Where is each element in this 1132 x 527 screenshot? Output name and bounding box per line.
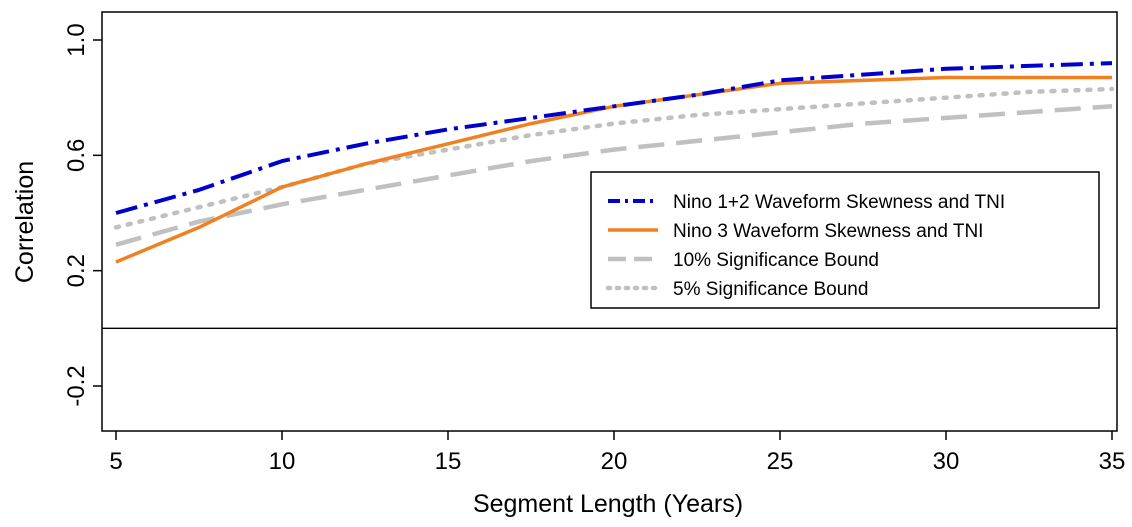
x-axis-title: Segment Length (Years) xyxy=(473,490,743,518)
y-tick-label: 1.0 xyxy=(63,23,90,56)
legend-label-2: Nino 3 Waveform Skewness and TNI xyxy=(673,221,983,242)
x-tick-label: 10 xyxy=(269,448,296,475)
legend-box xyxy=(590,171,1100,309)
plot-frame xyxy=(101,11,1118,432)
series-line-3 xyxy=(115,104,1113,247)
x-tick-label: 20 xyxy=(601,448,628,475)
legend: Nino 1+2 Waveform Skewness and TNI Nino 3… xyxy=(590,171,1100,309)
y-tick-label: 0.2 xyxy=(63,254,90,287)
legend-label-4: 5% Significance Bound xyxy=(673,279,868,300)
x-tick-label: 35 xyxy=(1099,448,1126,475)
y-tick-label: -0.2 xyxy=(63,365,90,406)
y-tick-label: 0.6 xyxy=(63,139,90,172)
series-line-1 xyxy=(115,61,1113,215)
x-tick-label: 5 xyxy=(109,448,122,475)
x-tick-label: 25 xyxy=(767,448,794,475)
y-axis-title: Correlation xyxy=(11,161,39,283)
axes-layer: 5 10 15 20 25 30 35 -0.2 0.2 0.6 1.0 xyxy=(63,23,1125,475)
x-tick-label: 30 xyxy=(933,448,960,475)
series-layer xyxy=(113,61,1115,264)
x-tick-label: 15 xyxy=(435,448,462,475)
legend-label-1: Nino 1+2 Waveform Skewness and TNI xyxy=(673,192,1005,213)
legend-label-3: 10% Significance Bound xyxy=(673,250,879,271)
